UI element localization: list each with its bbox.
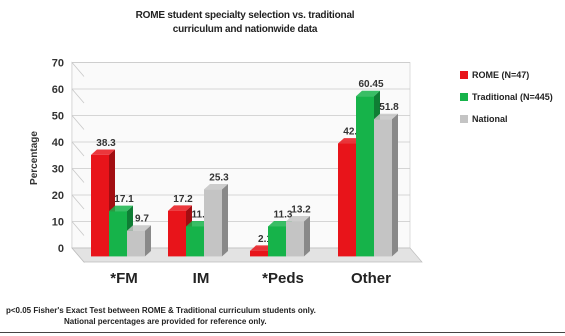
y-tick-label: 40 [52, 137, 64, 149]
bar-national-other [374, 119, 392, 257]
data-label: 2.1 [258, 234, 272, 245]
legend-swatch [460, 115, 468, 123]
y-tick-label: 10 [52, 217, 64, 229]
y-tick-label: 0 [58, 243, 64, 255]
y-tick-label: 50 [52, 111, 64, 123]
bar-top [168, 205, 192, 211]
bar-national-peds [286, 221, 304, 257]
bar-top [204, 183, 228, 190]
chart-title-line1: ROME student specialty selection vs. tra… [135, 10, 355, 21]
gridline-depth [71, 221, 85, 236]
bar-top [286, 216, 310, 222]
x-tick-label: *FM [110, 270, 138, 287]
gridline-depth [71, 62, 85, 77]
bar-top [356, 90, 380, 97]
x-tick-label: *Peds [262, 270, 304, 287]
data-label: 42.6 [343, 127, 363, 138]
bar-top [374, 113, 398, 120]
bar-side [304, 216, 310, 257]
bar-national-im [204, 189, 222, 257]
divider [0, 332, 565, 333]
x-tick-label: Other [351, 270, 391, 287]
bar-side [145, 225, 151, 257]
bar-traditional-im [186, 226, 204, 257]
legend-label: National [472, 114, 508, 124]
bar-side [392, 113, 398, 257]
gridline-depth [71, 168, 85, 183]
bar-rome-im [168, 210, 186, 257]
legend-item: Traditional (N=445) [460, 86, 553, 108]
data-label: 17.1 [114, 194, 134, 205]
bar-national-fm [127, 230, 145, 257]
legend-label: ROME (N=47) [472, 70, 530, 80]
footnote-line1: p<0.05 Fisher's Exact Test between ROME … [6, 306, 316, 315]
bar-traditional-peds [268, 226, 286, 257]
bar-top [127, 225, 151, 231]
bar-rome-other [338, 143, 356, 257]
footnote-line2: National percentages are provided for re… [64, 317, 267, 326]
bar-traditional-other [356, 96, 374, 257]
legend-swatch [460, 93, 468, 101]
y-axis-label: Percentage [29, 131, 40, 185]
data-label: 25.3 [209, 172, 229, 183]
chart-title: ROME student specialty selection vs. tra… [60, 9, 430, 37]
legend-label: Traditional (N=445) [472, 92, 553, 102]
data-label: 11.3 [192, 209, 211, 220]
data-label: 9.7 [135, 214, 149, 225]
legend-item: National [460, 108, 553, 130]
data-label: 11.3 [274, 209, 293, 220]
data-label: 38.3 [96, 138, 116, 149]
footnote: p<0.05 Fisher's Exact Test between ROME … [6, 305, 316, 327]
bar-traditional-fm [109, 211, 127, 257]
legend-item: ROME (N=47) [460, 64, 553, 86]
bar-top [91, 149, 115, 155]
chart-legend: ROME (N=47) Traditional (N=445) National [460, 64, 553, 130]
x-tick-label: IM [193, 270, 210, 287]
data-label: 60.45 [358, 79, 383, 90]
legend-swatch [460, 71, 468, 79]
y-tick-label: 20 [52, 190, 64, 202]
gridline-depth [71, 141, 85, 157]
bar-top [109, 205, 133, 212]
bar-rome-fm [91, 154, 109, 257]
bar-rome-peds [250, 250, 268, 257]
y-tick-label: 30 [52, 164, 64, 176]
data-label: 17.2 [173, 194, 193, 205]
gridline-depth [71, 88, 85, 104]
y-tick-label: 60 [52, 84, 64, 96]
y-tick-label: 70 [52, 58, 64, 70]
data-label: 51.8 [379, 102, 399, 113]
data-label: 13.2 [291, 204, 311, 215]
chart-title-line2: curriculum and nationwide data [172, 24, 318, 35]
bar-side [222, 183, 228, 257]
gridline-depth [71, 194, 85, 210]
gridline-depth [71, 115, 85, 130]
